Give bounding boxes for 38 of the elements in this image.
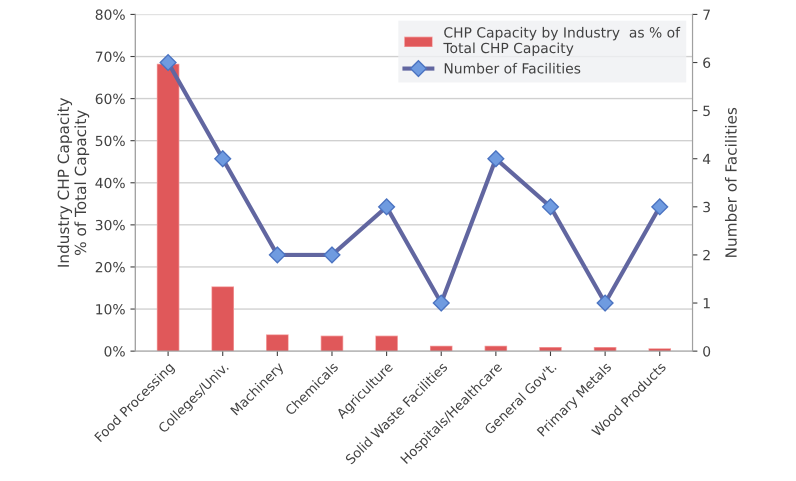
y2-tick-label: 6	[703, 58, 710, 68]
y-tick-label: 0%	[104, 346, 125, 357]
y2-tick-label: 5	[703, 106, 710, 116]
point	[487, 150, 504, 168]
point	[323, 246, 341, 264]
y2-tick-label: 3	[703, 202, 710, 212]
y2-tick-label: 4	[702, 154, 710, 164]
y-axis-title: Industry CHP Capacity % of Total Capacity	[57, 98, 90, 267]
point	[432, 294, 450, 312]
point	[651, 198, 668, 216]
bar	[484, 346, 508, 352]
point	[542, 198, 560, 216]
y-tick-label: 70%	[96, 51, 125, 62]
point	[596, 294, 614, 312]
legend-label: Number of Facilities	[444, 62, 580, 74]
bar	[266, 334, 289, 352]
bar	[375, 336, 398, 352]
y2-tick-label: 7	[703, 10, 710, 20]
y-tick-label: 30%	[96, 220, 125, 230]
bar	[430, 346, 453, 352]
legend-label: CHP Capacity by Industry as % of Total CHP Capacity	[443, 26, 680, 56]
y-tick-label: 60%	[96, 94, 125, 104]
bar	[320, 336, 344, 352]
y2-tick-label: 2	[703, 250, 710, 260]
y-tick-label: 40%	[95, 178, 125, 188]
y2-tick-label: 1	[704, 298, 710, 308]
point	[214, 150, 232, 168]
y-tick-label: 80%	[96, 9, 125, 20]
bar	[211, 286, 234, 352]
bar	[156, 64, 180, 352]
y2-axis-title: Number of Facilities	[724, 108, 737, 257]
point	[160, 54, 177, 72]
y2-tick-label: 0	[703, 346, 710, 357]
y-tick-label: 10%	[96, 304, 125, 315]
y-tick-label: 20%	[96, 262, 125, 272]
point	[268, 246, 286, 264]
y-tick-label: 50%	[96, 136, 125, 146]
point	[378, 198, 396, 216]
